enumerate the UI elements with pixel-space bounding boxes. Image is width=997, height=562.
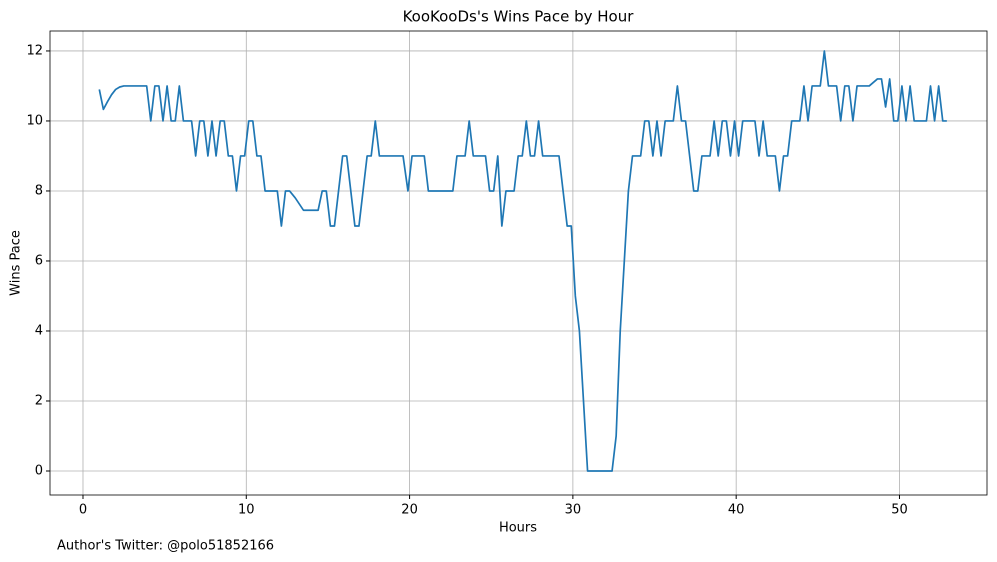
x-tick-label: 30	[565, 503, 582, 518]
y-tick-label: 4	[35, 323, 43, 338]
y-tick-label: 0	[35, 463, 43, 478]
chart-title: KooKooDs's Wins Pace by Hour	[403, 8, 635, 26]
y-axis-label: Wins Pace	[9, 230, 24, 296]
plot-frame	[49, 30, 988, 496]
footnote: Author's Twitter: @polo51852166	[57, 539, 274, 554]
x-tick-label: 0	[79, 503, 87, 518]
x-tick-label: 10	[238, 503, 255, 518]
data-line	[98, 50, 947, 472]
x-tick-label: 50	[891, 503, 908, 518]
y-tick-label: 8	[35, 183, 43, 198]
x-tick-label: 20	[401, 503, 418, 518]
y-tick-label: 10	[26, 113, 43, 128]
y-tick-label: 12	[26, 43, 43, 58]
x-axis-label: Hours	[499, 521, 537, 536]
x-tick-label: 40	[728, 503, 745, 518]
y-tick-label: 2	[35, 393, 43, 408]
y-tick-label: 6	[35, 253, 43, 268]
